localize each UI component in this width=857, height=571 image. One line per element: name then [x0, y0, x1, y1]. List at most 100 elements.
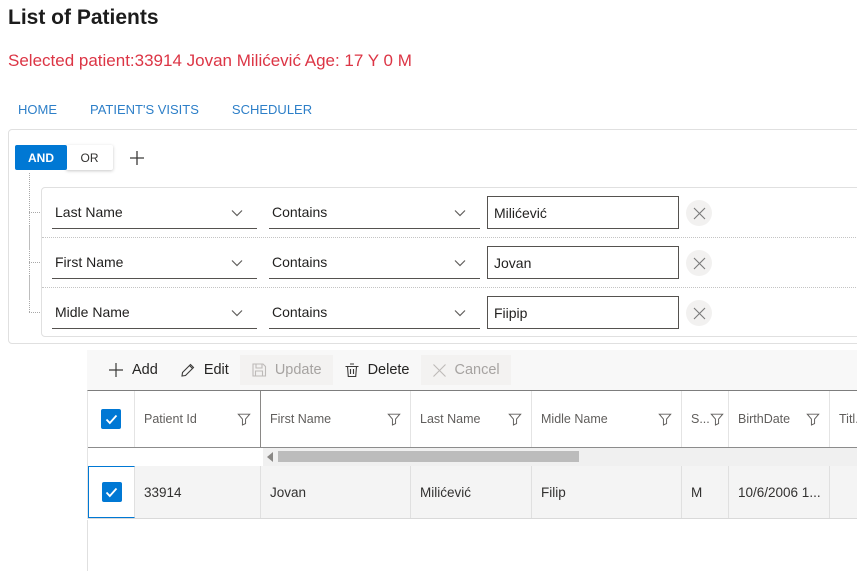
cell-birthdate[interactable]: 10/6/2006 1...	[729, 466, 830, 518]
select-all-cell	[88, 391, 135, 447]
grid-toolbar: Add Edit Update Delete Cancel	[87, 350, 857, 390]
nav-item-home[interactable]: HOME	[18, 102, 57, 117]
filter-value-input[interactable]	[487, 196, 679, 229]
row-select-cell	[88, 466, 135, 518]
cell-sex[interactable]: M	[682, 466, 729, 518]
column-header-label: S...	[691, 412, 710, 426]
close-icon	[693, 257, 706, 270]
field-select-value: First Name	[55, 254, 124, 270]
field-select[interactable]: Midle Name	[52, 296, 257, 329]
main-nav: HOME PATIENT'S VISITS SCHEDULER	[18, 102, 312, 117]
column-header-midle-name: Midle Name	[532, 391, 682, 447]
nav-item-patients-visits[interactable]: PATIENT'S VISITS	[90, 102, 199, 117]
filter-funnel-icon[interactable]	[658, 412, 672, 426]
column-header-first-name: First Name	[261, 391, 411, 447]
edit-button[interactable]: Edit	[169, 355, 240, 385]
operator-select[interactable]: Contains	[269, 196, 480, 229]
column-header-label: Titl...	[839, 412, 857, 426]
operator-select-value: Contains	[272, 304, 328, 320]
filter-row-first-name: First Name Contains	[42, 238, 857, 288]
column-header-label: First Name	[270, 412, 332, 426]
chevron-down-icon	[454, 309, 466, 317]
cancel-button: Cancel	[420, 355, 511, 385]
column-header-patient-id: Patient Id	[135, 391, 261, 447]
tree-connector-segment	[29, 226, 30, 250]
operator-select[interactable]: Contains	[269, 246, 480, 279]
add-condition-button[interactable]	[128, 145, 154, 171]
nav-item-scheduler[interactable]: SCHEDULER	[231, 102, 313, 117]
filter-conditions-group: Last Name Contains First Name	[41, 187, 857, 337]
filter-row-last-name: Last Name Contains	[42, 188, 857, 238]
horizontal-scrollbar-row	[88, 448, 857, 466]
scroll-left-arrow[interactable]	[267, 452, 273, 462]
column-header-label: BirthDate	[738, 412, 791, 426]
column-header-title: Titl...	[830, 391, 857, 447]
plus-icon	[128, 149, 154, 167]
remove-condition-button[interactable]	[686, 300, 712, 326]
delete-button-label: Delete	[367, 362, 410, 378]
check-icon	[105, 414, 118, 425]
chevron-down-icon	[454, 209, 466, 217]
update-button-label: Update	[274, 362, 322, 378]
field-select-value: Midle Name	[55, 304, 130, 320]
operator-select[interactable]: Contains	[269, 296, 480, 329]
cell-midle-name[interactable]: Filip	[532, 466, 682, 518]
cell-last-name[interactable]: Milićević	[411, 466, 532, 518]
chevron-down-icon	[231, 309, 243, 317]
column-header-label: Last Name	[420, 412, 481, 426]
grid-header-row: Patient Id First Name Last Name Midle Na…	[88, 391, 857, 448]
tree-connector-branch	[29, 212, 42, 213]
update-button: Update	[239, 355, 333, 385]
page-title: List of Patients	[8, 6, 159, 29]
cell-patient-id[interactable]: 33914	[135, 466, 261, 518]
row-checkbox[interactable]	[101, 482, 122, 502]
add-button-label: Add	[132, 362, 158, 378]
filter-funnel-icon[interactable]	[508, 412, 522, 426]
field-select[interactable]: First Name	[52, 246, 257, 279]
filter-funnel-icon[interactable]	[710, 412, 724, 426]
cancel-button-label: Cancel	[454, 362, 500, 378]
check-icon	[105, 487, 118, 498]
group-operator-and[interactable]: AND	[15, 145, 67, 170]
patient-row[interactable]: 33914 Jovan Milićević Filip M 10/6/2006 …	[88, 466, 857, 519]
filter-row-midle-name: Midle Name Contains	[42, 288, 857, 338]
pencil-icon	[180, 362, 196, 378]
save-icon	[251, 362, 267, 378]
column-header-last-name: Last Name	[411, 391, 532, 447]
patients-grid: Patient Id First Name Last Name Midle Na…	[87, 390, 857, 519]
add-button[interactable]: Add	[97, 355, 169, 385]
plus-icon	[108, 362, 124, 378]
column-header-label: Midle Name	[541, 412, 608, 426]
chevron-down-icon	[231, 209, 243, 217]
delete-button[interactable]: Delete	[333, 355, 421, 385]
cell-first-name[interactable]: Jovan	[261, 466, 411, 518]
remove-condition-button[interactable]	[686, 250, 712, 276]
tree-connector-segment	[29, 276, 30, 300]
filter-funnel-icon[interactable]	[806, 412, 820, 426]
column-header-birthdate: BirthDate	[729, 391, 830, 447]
grid-left-border	[87, 520, 88, 571]
filter-funnel-icon[interactable]	[387, 412, 401, 426]
cell-title[interactable]	[830, 466, 857, 518]
column-header-label: Patient Id	[144, 412, 197, 426]
chevron-down-icon	[231, 259, 243, 267]
trash-icon	[344, 362, 360, 378]
close-icon	[693, 307, 706, 320]
field-select-value: Last Name	[55, 204, 123, 220]
horizontal-scrollbar-thumb[interactable]	[278, 451, 579, 462]
group-operator-or[interactable]: OR	[66, 145, 113, 170]
tree-connector-branch	[29, 262, 42, 263]
filter-value-input[interactable]	[487, 246, 679, 279]
close-icon	[432, 363, 447, 378]
filter-builder-panel: AND OR Last Name Contains	[8, 129, 857, 344]
filter-value-input[interactable]	[487, 296, 679, 329]
remove-condition-button[interactable]	[686, 200, 712, 226]
filter-funnel-icon[interactable]	[237, 412, 251, 426]
close-icon	[693, 207, 706, 220]
column-header-sex: S...	[682, 391, 729, 447]
field-select[interactable]: Last Name	[52, 196, 257, 229]
edit-button-label: Edit	[203, 362, 229, 378]
operator-select-value: Contains	[272, 204, 328, 220]
select-all-checkbox[interactable]	[101, 409, 121, 429]
operator-select-value: Contains	[272, 254, 328, 270]
